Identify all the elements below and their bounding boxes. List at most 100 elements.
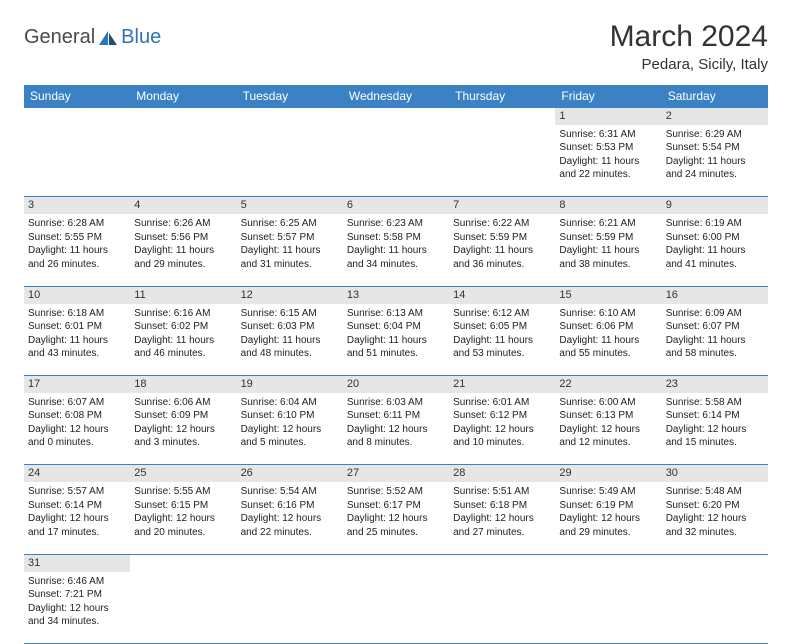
day-line: Sunrise: 6:26 AM [134,217,232,231]
day-line: Daylight: 12 hours [453,423,551,437]
day-line: Sunrise: 6:03 AM [347,396,445,410]
day-cell [449,572,555,644]
day-number-cell: 25 [130,465,236,482]
day-cell: Sunrise: 6:09 AMSunset: 6:07 PMDaylight:… [662,304,768,376]
day-line: Daylight: 12 hours [347,512,445,526]
day-cell: Sunrise: 6:25 AMSunset: 5:57 PMDaylight:… [237,214,343,286]
day-line: Daylight: 11 hours [666,334,764,348]
day-cell: Sunrise: 5:52 AMSunset: 6:17 PMDaylight:… [343,482,449,554]
day-cell: Sunrise: 6:03 AMSunset: 6:11 PMDaylight:… [343,393,449,465]
day-line: Sunrise: 6:12 AM [453,307,551,321]
location-text: Pedara, Sicily, Italy [610,56,768,73]
day-number-cell: 22 [555,376,661,393]
weekday-header: Tuesday [237,85,343,108]
day-number-cell: 29 [555,465,661,482]
day-number-cell: 12 [237,286,343,303]
day-line: Sunset: 6:06 PM [559,320,657,334]
day-line: Daylight: 11 hours [347,334,445,348]
day-line: Sunset: 6:02 PM [134,320,232,334]
day-line: and 22 minutes. [241,526,339,540]
day-cell: Sunrise: 6:15 AMSunset: 6:03 PMDaylight:… [237,304,343,376]
day-cell: Sunrise: 6:22 AMSunset: 5:59 PMDaylight:… [449,214,555,286]
day-line: Daylight: 11 hours [28,334,126,348]
day-cell: Sunrise: 5:57 AMSunset: 6:14 PMDaylight:… [24,482,130,554]
day-number-cell: 21 [449,376,555,393]
day-line: Sunrise: 6:09 AM [666,307,764,321]
day-line: Sunrise: 6:13 AM [347,307,445,321]
day-line: Sunset: 5:54 PM [666,141,764,155]
day-number-cell: 7 [449,197,555,214]
day-line: and 38 minutes. [559,258,657,272]
day-cell: Sunrise: 6:46 AMSunset: 7:21 PMDaylight:… [24,572,130,644]
page-title: March 2024 [610,20,768,54]
day-cell: Sunrise: 6:10 AMSunset: 6:06 PMDaylight:… [555,304,661,376]
day-line: and 41 minutes. [666,258,764,272]
day-line: and 22 minutes. [559,168,657,182]
weekday-header: Wednesday [343,85,449,108]
day-line: and 51 minutes. [347,347,445,361]
day-line: and 46 minutes. [134,347,232,361]
day-line: Sunrise: 6:21 AM [559,217,657,231]
day-line: and 31 minutes. [241,258,339,272]
day-line: and 24 minutes. [666,168,764,182]
day-cell: Sunrise: 6:23 AMSunset: 5:58 PMDaylight:… [343,214,449,286]
day-line: and 8 minutes. [347,436,445,450]
day-line: Sunset: 6:13 PM [559,409,657,423]
day-line: Daylight: 11 hours [666,155,764,169]
day-number-cell: 13 [343,286,449,303]
day-line: Sunrise: 6:23 AM [347,217,445,231]
day-number-cell: 31 [24,554,130,571]
logo: General Blue [24,26,161,49]
header: General Blue March 2024 Pedara, Sicily, … [24,20,768,73]
day-cell: Sunrise: 6:04 AMSunset: 6:10 PMDaylight:… [237,393,343,465]
day-line: Sunset: 6:01 PM [28,320,126,334]
day-number-row: 10111213141516 [24,286,768,303]
weekday-header-row: Sunday Monday Tuesday Wednesday Thursday… [24,85,768,108]
day-line: and 32 minutes. [666,526,764,540]
day-detail-row: Sunrise: 6:31 AMSunset: 5:53 PMDaylight:… [24,125,768,197]
day-line: Daylight: 11 hours [347,244,445,258]
day-number-cell: 18 [130,376,236,393]
day-cell: Sunrise: 5:48 AMSunset: 6:20 PMDaylight:… [662,482,768,554]
day-line: Daylight: 11 hours [666,244,764,258]
day-cell: Sunrise: 6:16 AMSunset: 6:02 PMDaylight:… [130,304,236,376]
day-line: and 5 minutes. [241,436,339,450]
day-line: Sunset: 6:14 PM [28,499,126,513]
day-number-cell: 16 [662,286,768,303]
weekday-header: Monday [130,85,236,108]
day-line: Daylight: 12 hours [347,423,445,437]
day-line: Sunrise: 6:06 AM [134,396,232,410]
day-number-row: 24252627282930 [24,465,768,482]
day-line: Sunset: 6:19 PM [559,499,657,513]
day-line: Sunset: 5:58 PM [347,231,445,245]
day-number-cell: 14 [449,286,555,303]
day-line: Sunset: 5:56 PM [134,231,232,245]
day-line: and 20 minutes. [134,526,232,540]
day-line: and 3 minutes. [134,436,232,450]
day-line: Daylight: 11 hours [453,244,551,258]
day-cell: Sunrise: 6:07 AMSunset: 6:08 PMDaylight:… [24,393,130,465]
day-line: Sunset: 6:09 PM [134,409,232,423]
day-line: Sunrise: 6:10 AM [559,307,657,321]
day-line: Sunset: 6:07 PM [666,320,764,334]
day-line: Daylight: 12 hours [666,423,764,437]
day-number-cell [343,108,449,125]
day-line: Sunrise: 5:51 AM [453,485,551,499]
day-cell: Sunrise: 6:00 AMSunset: 6:13 PMDaylight:… [555,393,661,465]
day-line: Sunrise: 6:07 AM [28,396,126,410]
day-line: Sunset: 7:21 PM [28,588,126,602]
day-line: Sunset: 6:05 PM [453,320,551,334]
day-line: Sunrise: 6:04 AM [241,396,339,410]
day-line: and 25 minutes. [347,526,445,540]
day-cell: Sunrise: 6:12 AMSunset: 6:05 PMDaylight:… [449,304,555,376]
day-line: Daylight: 12 hours [241,423,339,437]
day-line: Sunset: 6:14 PM [666,409,764,423]
day-line: Sunset: 6:00 PM [666,231,764,245]
day-line: Sunrise: 6:29 AM [666,128,764,142]
day-line: Sunset: 6:20 PM [666,499,764,513]
day-line: Sunset: 5:59 PM [559,231,657,245]
logo-text-2: Blue [121,26,161,49]
day-cell: Sunrise: 5:55 AMSunset: 6:15 PMDaylight:… [130,482,236,554]
day-number-cell [237,108,343,125]
day-line: Sunset: 6:12 PM [453,409,551,423]
